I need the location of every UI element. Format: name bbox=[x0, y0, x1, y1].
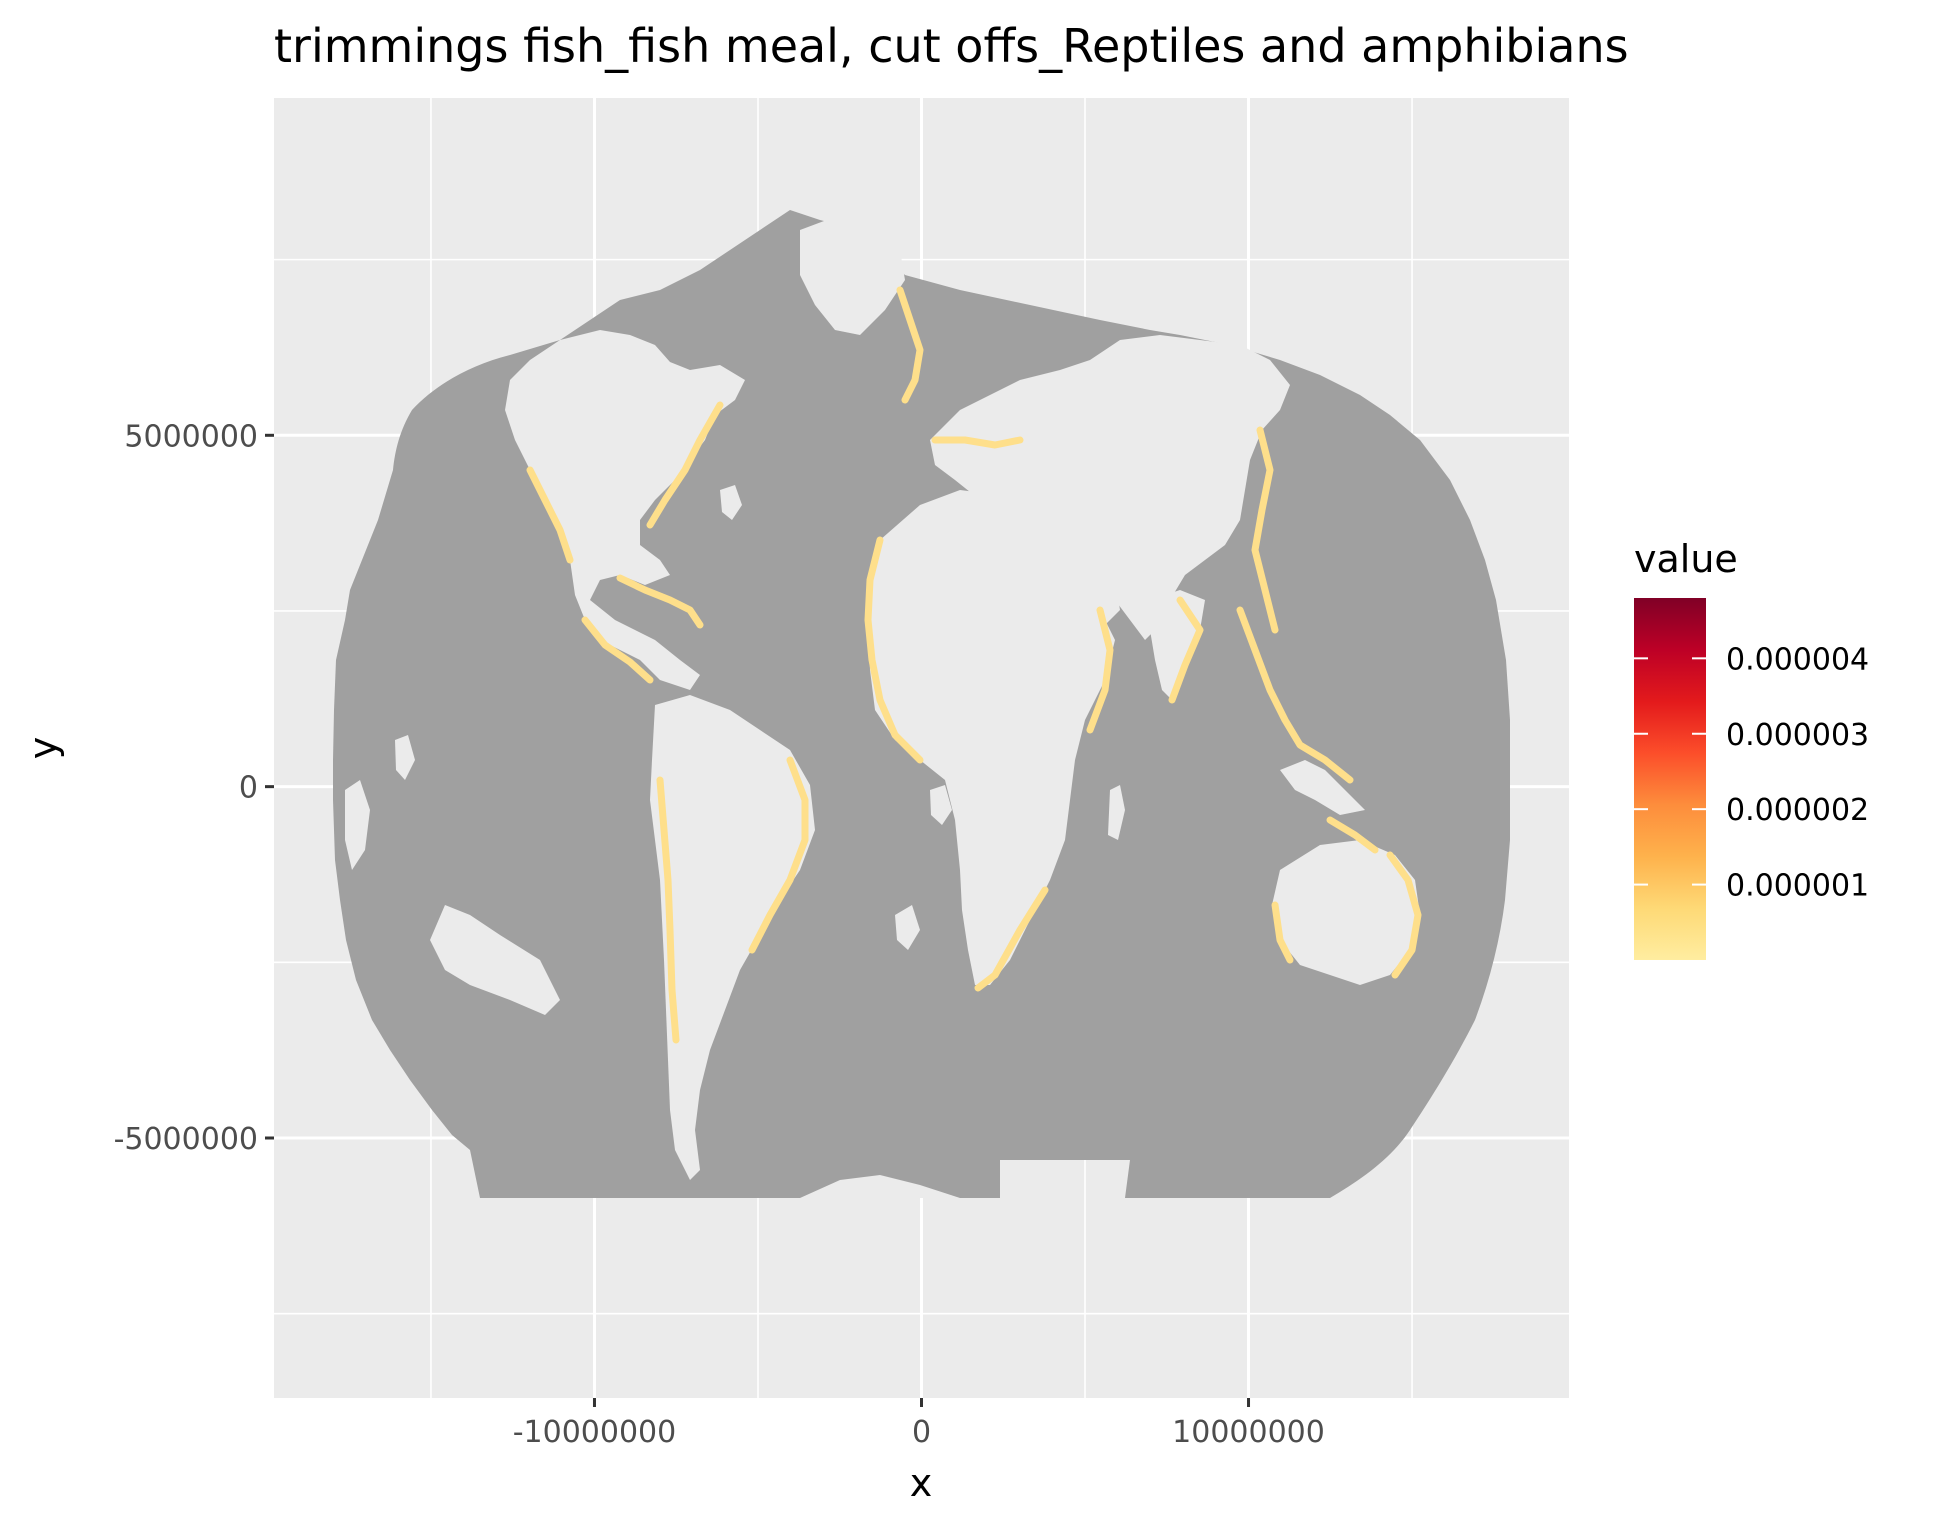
y-tick-label: 5000000 bbox=[124, 419, 258, 454]
y-tick-label: 0 bbox=[239, 771, 258, 806]
india-coast-highlight bbox=[1168, 596, 1204, 704]
y-axis: 5000000 0 -5000000 bbox=[114, 419, 274, 1157]
australia-land bbox=[1272, 840, 1420, 985]
land-masses bbox=[345, 215, 1420, 1198]
eurasia-land bbox=[930, 335, 1290, 640]
x-axis-title: x bbox=[910, 1461, 933, 1505]
indian-ocean-gap bbox=[930, 785, 952, 825]
legend-label: 0.000003 bbox=[1726, 718, 1869, 753]
west-africa-coast-highlight bbox=[864, 536, 924, 764]
africa-land bbox=[868, 490, 1115, 985]
central-america-west-highlight bbox=[581, 616, 654, 684]
east-asia-coast-highlight bbox=[1251, 426, 1279, 634]
norway-coast-highlight bbox=[896, 286, 924, 404]
x-tick-label: -10000000 bbox=[513, 1415, 677, 1450]
southern-africa-highlight bbox=[974, 886, 1049, 992]
x-tick-label: 10000000 bbox=[1172, 1415, 1325, 1450]
legend-label: 0.000002 bbox=[1726, 793, 1869, 828]
y-axis-title: y bbox=[21, 737, 65, 760]
antarctica-land bbox=[800, 1175, 960, 1198]
atlantic-gap bbox=[720, 485, 742, 520]
papua-highlight bbox=[1326, 816, 1379, 854]
world-map bbox=[333, 210, 1510, 1198]
chart-title: trimmings fish_fish meal, cut offs_Repti… bbox=[274, 19, 1629, 73]
south-america-east-highlight bbox=[748, 756, 809, 954]
north-america-pacific-highlight bbox=[526, 466, 574, 564]
maritime-se-asia-land bbox=[1280, 760, 1365, 815]
north-america-east-highlight bbox=[646, 401, 724, 529]
gulf-caribbean-highlight bbox=[616, 574, 704, 629]
madagascar-land bbox=[1108, 785, 1125, 840]
legend-colorbar bbox=[1634, 598, 1706, 960]
x-axis: -10000000 0 10000000 bbox=[513, 1398, 1325, 1450]
pacific-gap-1 bbox=[430, 905, 560, 1015]
south-america-land bbox=[650, 695, 815, 1180]
y-tick-label: -5000000 bbox=[114, 1122, 258, 1157]
pacific-gap-3 bbox=[395, 735, 415, 780]
legend: value 0.000001 0.000002 0.000003 0.000004 bbox=[1634, 537, 1869, 960]
pacific-gap-2 bbox=[345, 780, 370, 870]
south-atlantic-gap bbox=[895, 905, 920, 950]
x-tick-label: 0 bbox=[912, 1415, 931, 1450]
value-highlights bbox=[526, 286, 1422, 1044]
australia-east-highlight bbox=[1386, 851, 1422, 979]
south-america-west-highlight bbox=[656, 776, 680, 1044]
greenland-land bbox=[800, 215, 905, 335]
se-asia-highlight bbox=[1236, 606, 1354, 784]
legend-label: 0.000004 bbox=[1726, 642, 1869, 677]
north-america-land bbox=[505, 330, 745, 690]
legend-title: value bbox=[1634, 537, 1738, 581]
east-africa-coast-highlight bbox=[1086, 606, 1114, 734]
legend-label: 0.000001 bbox=[1726, 869, 1869, 904]
australia-west-highlight bbox=[1271, 901, 1294, 964]
legend-ticks: 0.000001 0.000002 0.000003 0.000004 bbox=[1634, 642, 1869, 904]
mediterranean-highlight bbox=[931, 436, 1024, 449]
